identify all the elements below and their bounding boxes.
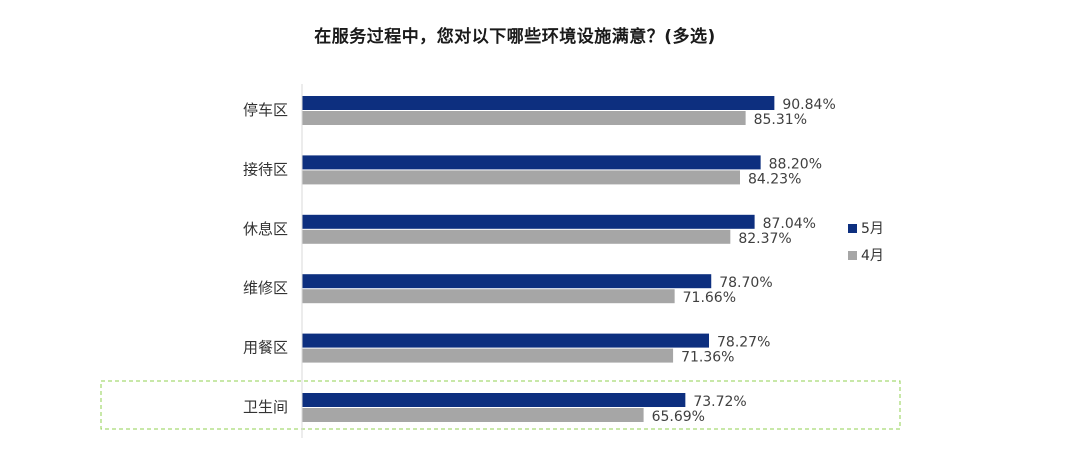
- data-label: 82.37%: [738, 231, 791, 247]
- legend-label: 5月: [861, 221, 884, 237]
- data-label: 73.72%: [693, 394, 746, 410]
- bar: [302, 274, 712, 289]
- bar: [302, 289, 675, 304]
- category-label: 用餐区: [243, 339, 288, 357]
- data-label: 85.31%: [754, 112, 807, 128]
- category-label: 卫生间: [243, 398, 288, 416]
- chart-title: 在服务过程中，您对以下哪些环境设施满意？(多选): [314, 27, 716, 47]
- bar: [302, 348, 674, 363]
- bar: [302, 229, 731, 244]
- data-label: 71.36%: [681, 350, 734, 366]
- data-label: 90.84%: [782, 97, 835, 113]
- bar: [302, 96, 775, 110]
- bar: [302, 393, 686, 407]
- bar: [302, 214, 755, 229]
- bar: [302, 111, 746, 125]
- legend-swatch: [848, 251, 857, 260]
- data-label: 88.20%: [769, 156, 822, 172]
- bar: [302, 170, 740, 185]
- data-label: 78.27%: [717, 335, 770, 351]
- bar: [302, 155, 761, 170]
- legend-swatch: [848, 224, 857, 233]
- legend-label: 4月: [861, 248, 884, 264]
- category-label: 休息区: [243, 220, 288, 238]
- highlight-box: [100, 380, 901, 430]
- data-label: 84.23%: [748, 171, 801, 187]
- bar: [302, 408, 644, 422]
- category-label: 维修区: [243, 279, 288, 297]
- category-label: 接待区: [243, 160, 288, 178]
- category-label: 停车区: [243, 101, 288, 119]
- bar: [302, 333, 710, 348]
- data-label: 71.66%: [683, 290, 736, 306]
- data-label: 87.04%: [763, 216, 816, 232]
- data-label: 65.69%: [652, 409, 705, 425]
- data-label: 78.70%: [719, 275, 772, 291]
